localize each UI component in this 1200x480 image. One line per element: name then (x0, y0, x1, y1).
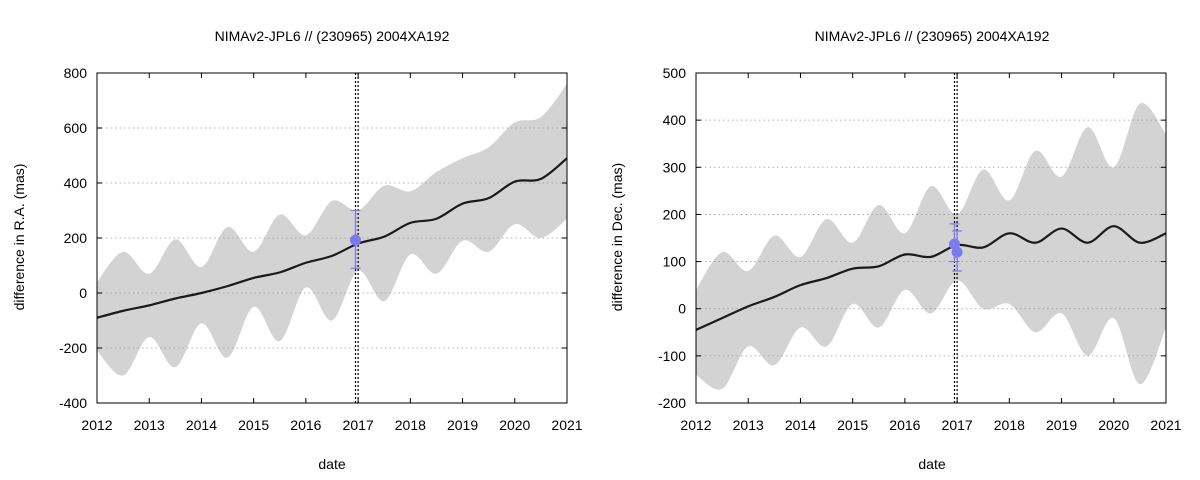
x-tick-label: 2016 (889, 417, 920, 433)
y-tick-label: -200 (658, 395, 686, 411)
x-tick-label: 2015 (238, 417, 269, 433)
x-tick-label: 2019 (1046, 417, 1077, 433)
y-tick-label: 400 (64, 175, 88, 191)
uncertainty-band (97, 84, 567, 376)
x-tick-label: 2013 (733, 417, 764, 433)
y-tick-label: -400 (59, 395, 87, 411)
x-tick-label: 2021 (1150, 417, 1181, 433)
y-tick-label: 600 (64, 120, 88, 136)
y-tick-label: 400 (663, 112, 687, 128)
y-axis-label: difference in Dec. (mas) (609, 163, 625, 311)
x-tick-label: 2018 (994, 417, 1025, 433)
x-tick-label: 2017 (343, 417, 374, 433)
x-tick-label: 2012 (680, 417, 711, 433)
y-tick-label: -100 (658, 348, 686, 364)
uncertainty-band (696, 102, 1166, 390)
y-tick-label: 100 (663, 254, 687, 270)
y-tick-label: 200 (663, 206, 687, 222)
y-tick-label: -200 (59, 340, 87, 356)
ra-panel: NIMAv2-JPL6 // (230965) 2004XA192 date d… (11, 28, 583, 472)
x-tick-label: 2020 (499, 417, 530, 433)
y-tick-label: 200 (64, 230, 88, 246)
y-axis-label: difference in R.A. (mas) (11, 164, 27, 311)
chart-title: NIMAv2-JPL6 // (230965) 2004XA192 (815, 28, 1050, 44)
x-axis-label: date (318, 456, 345, 472)
y-tick-label: 300 (663, 159, 687, 175)
x-tick-label: 2014 (186, 417, 217, 433)
x-tick-label: 2021 (551, 417, 582, 433)
y-tick-label: 800 (64, 65, 88, 81)
x-tick-label: 2015 (837, 417, 868, 433)
dec-panel: NIMAv2-JPL6 // (230965) 2004XA192 date d… (609, 28, 1182, 472)
x-tick-label: 2013 (134, 417, 165, 433)
x-tick-label: 2012 (81, 417, 112, 433)
y-tick-label: 0 (79, 285, 87, 301)
x-axis-label: date (918, 456, 945, 472)
x-tick-label: 2019 (447, 417, 478, 433)
x-tick-label: 2020 (1098, 417, 1129, 433)
x-tick-label: 2016 (290, 417, 321, 433)
series-line (695, 225, 1167, 331)
data-point (350, 234, 361, 246)
y-tick-label: 500 (663, 65, 687, 81)
chart-title: NIMAv2-JPL6 // (230965) 2004XA192 (215, 28, 450, 44)
x-tick-label: 2018 (395, 417, 426, 433)
x-tick-label: 2017 (942, 417, 973, 433)
plot-frame (695, 72, 1167, 404)
x-tick-label: 2014 (785, 417, 816, 433)
y-tick-label: 0 (678, 301, 686, 317)
series-line (96, 157, 568, 319)
data-point (951, 246, 963, 258)
